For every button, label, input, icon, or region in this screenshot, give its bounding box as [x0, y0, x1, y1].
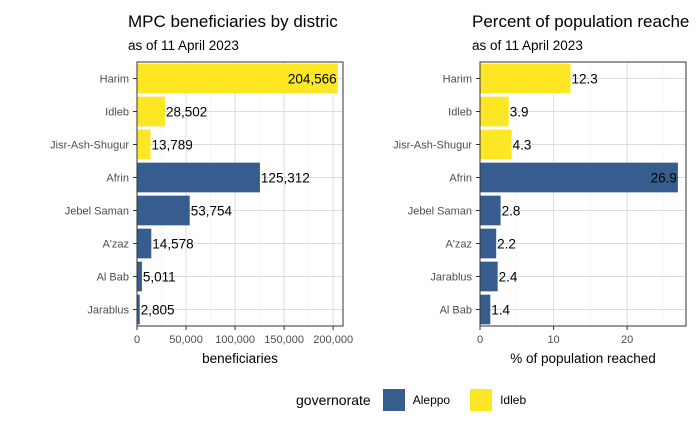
chart-1-category-label: Al Bab: [97, 272, 129, 284]
chart-1-title: MPC beneficiaries by distric: [128, 12, 338, 31]
chart-1-bar: [137, 96, 165, 127]
chart-1-data-label: 28,502: [166, 105, 207, 120]
chart-2-data-label: 3.9: [510, 105, 529, 120]
legend-item-aleppo: Aleppo: [382, 389, 451, 411]
legend-label-aleppo: Aleppo: [412, 393, 451, 407]
chart-2-bar: [480, 129, 512, 160]
chart-1-data-label: 53,754: [191, 204, 233, 219]
chart-2-category-label: Harim: [443, 74, 472, 86]
chart-1-x-axis-title: beneficiaries: [202, 351, 278, 366]
chart-1-tick-label: 150,000: [264, 334, 304, 346]
chart-2-category-label: Jisr-Ash-Shugur: [393, 140, 472, 152]
chart-2-category-label: Al Bab: [440, 305, 472, 317]
legend-swatch-idleb: [470, 389, 493, 411]
chart-1-category-label: Afrin: [106, 173, 129, 185]
chart-1-category-label: Jisr-Ash-Shugur: [50, 140, 129, 152]
chart-2-data-label: 2.2: [497, 237, 516, 252]
chart-2-panel-border: [479, 61, 687, 327]
chart-2-title: Percent of population reache: [472, 12, 690, 31]
chart-2-data-label: 2.4: [499, 270, 518, 285]
chart-2-category-label: Idleb: [448, 107, 472, 119]
chart-2-bar: [480, 228, 497, 259]
chart-1-data-label: 5,011: [143, 270, 176, 285]
chart-1-category-label: Jarablus: [87, 305, 129, 317]
chart-2-data-label: 1.4: [491, 303, 510, 318]
chart-1-tick-label: 0: [134, 334, 140, 346]
chart-2-bar: [480, 195, 501, 226]
chart-2-tick-label: 10: [547, 334, 559, 346]
chart-1-bar: [137, 294, 140, 325]
chart-1-bar: [137, 63, 338, 94]
chart-2-bar: [480, 261, 498, 292]
chart-1-bar: [137, 228, 152, 259]
legend-label-idleb: Idleb: [500, 393, 527, 407]
chart-2-bar: [480, 63, 571, 94]
chart-1-bar: [137, 162, 260, 193]
chart-1-panel-border: [136, 61, 344, 327]
chart-1-bar: [137, 129, 151, 160]
chart-2-data-label: 26.9: [651, 171, 677, 186]
chart-1-data-label: 13,789: [152, 138, 193, 153]
chart-2-x-axis-title: % of population reached: [510, 351, 656, 366]
chart-1-bar: [137, 195, 190, 226]
chart-2-subtitle: as of 11 April 2023: [472, 38, 583, 53]
chart-1-category-label: Jebel Saman: [65, 206, 129, 218]
chart-1-subtitle: as of 11 April 2023: [128, 38, 239, 53]
chart-2-bar: [480, 162, 678, 193]
chart-1-data-label: 125,312: [261, 171, 310, 186]
chart-1-bar: [137, 261, 142, 292]
chart-2-category-label: Afrin: [449, 173, 472, 185]
chart-2-bar: [480, 96, 509, 127]
chart-1-category-label: Harim: [100, 74, 129, 86]
legend-swatch-aleppo: [382, 389, 405, 411]
chart-1-category-label: A'zaz: [102, 239, 129, 251]
chart-2-tick-label: 0: [477, 334, 483, 346]
legend-title: governorate: [296, 392, 371, 408]
chart-2-bar: [480, 294, 491, 325]
chart-1-data-label: 2,805: [141, 303, 175, 318]
chart-1-tick-label: 100,000: [215, 334, 255, 346]
legend: governorate Aleppo Idleb: [296, 388, 546, 412]
chart-1-data-label: 14,578: [152, 237, 193, 252]
chart-1-tick-label: 50,000: [169, 334, 203, 346]
chart-2-data-label: 12.3: [571, 72, 597, 87]
chart-2-tick-label: 20: [621, 334, 633, 346]
chart-2-data-label: 4.3: [513, 138, 532, 153]
chart-2-category-label: A'zaz: [445, 239, 472, 251]
legend-item-idleb: Idleb: [470, 389, 526, 411]
chart-2-category-label: Jarablus: [430, 272, 472, 284]
chart-1-tick-label: 200,000: [313, 334, 353, 346]
chart-1-data-label: 204,566: [288, 72, 337, 87]
chart-2-data-label: 2.8: [502, 204, 521, 219]
chart-1-category-label: Idleb: [105, 107, 129, 119]
charts-area: 204,566 Harim 28,502 Idleb 13,789 Jisr-Ash-Sh…: [50, 61, 687, 366]
chart-2-category-label: Jebel Saman: [408, 206, 472, 218]
